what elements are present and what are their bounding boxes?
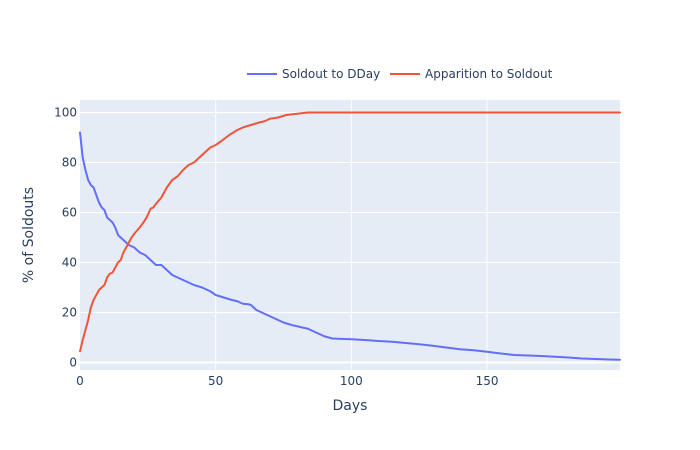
x-axis-title: Days (333, 398, 368, 414)
y-tick-label: 20 (62, 306, 77, 320)
y-axis-title: % of Soldouts (21, 187, 37, 283)
series-line-2 (79, 111, 621, 353)
y-tick-label: 100 (54, 106, 77, 120)
x-tick-label: 50 (208, 374, 223, 388)
x-axis-ticks: 0 50 100 150 (76, 374, 498, 388)
plot-area (80, 100, 620, 370)
x-tick-label: 0 (76, 374, 84, 388)
legend[interactable]: Soldout to DDay Apparition to Soldout (247, 67, 553, 81)
series-line-1 (79, 131, 621, 361)
series-layer (79, 111, 621, 361)
legend-item-1[interactable]: Soldout to DDay (247, 67, 380, 81)
legend-item-2[interactable]: Apparition to Soldout (390, 67, 553, 81)
y-tick-label: 80 (62, 156, 77, 170)
y-axis-ticks: 0 20 40 60 80 100 (54, 106, 77, 370)
gridlines (80, 100, 620, 370)
x-tick-label: 150 (476, 374, 499, 388)
y-tick-label: 0 (69, 356, 77, 370)
y-tick-label: 60 (62, 206, 77, 220)
y-tick-label: 40 (62, 256, 77, 270)
x-tick-label: 100 (340, 374, 363, 388)
legend-label: Apparition to Soldout (425, 67, 553, 81)
legend-label: Soldout to DDay (282, 67, 380, 81)
